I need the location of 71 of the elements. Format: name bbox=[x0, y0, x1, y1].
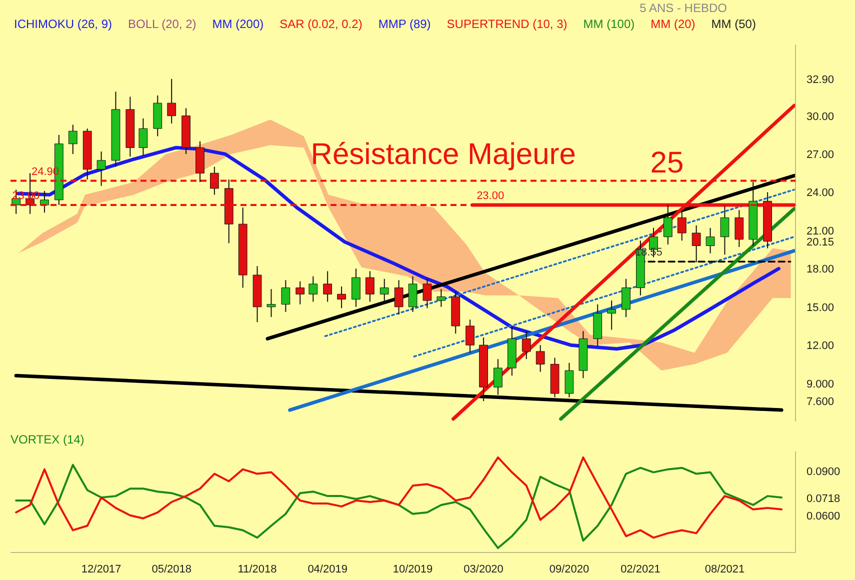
candlestick bbox=[323, 270, 332, 302]
candlestick bbox=[466, 319, 474, 354]
text: BOLL (20, 2) bbox=[128, 17, 196, 31]
candlestick bbox=[210, 166, 219, 196]
candlestick bbox=[40, 190, 49, 214]
candlestick bbox=[494, 358, 502, 396]
line-series bbox=[15, 464, 783, 550]
candlestick bbox=[436, 288, 446, 308]
candlestick bbox=[663, 204, 672, 245]
text: SAR (0.02, 0.2) bbox=[280, 17, 362, 31]
y-tick-label: 27.00 bbox=[806, 149, 834, 162]
x-tick-label: 05/2018 bbox=[152, 564, 192, 576]
annotation: Résistance Majeure bbox=[310, 138, 576, 171]
annotation: 23.00 bbox=[476, 190, 504, 202]
text: MM (100) bbox=[583, 17, 635, 31]
text: ICHIMOKU (26, 9) bbox=[14, 17, 112, 31]
text: 5 ANS - HEBDO bbox=[638, 0, 728, 16]
x-tick-label: 02/2021 bbox=[620, 564, 660, 576]
y-tick-label: 0.0600 bbox=[806, 510, 840, 522]
candlestick bbox=[138, 118, 148, 156]
candlestick bbox=[337, 286, 346, 309]
x-tick-label: 12/2017 bbox=[81, 564, 122, 576]
x-tick-label: 03/2020 bbox=[464, 564, 504, 576]
text: MM (50) bbox=[711, 17, 756, 31]
text: SUPERTREND (10, 3) bbox=[446, 17, 568, 31]
annotation: 25 bbox=[650, 146, 684, 180]
x-tick-label: 08/2021 bbox=[704, 564, 745, 576]
candlestick bbox=[536, 344, 545, 372]
candlestick bbox=[167, 78, 176, 124]
candlestick bbox=[366, 270, 374, 302]
candlestick bbox=[408, 276, 418, 312]
x-tick-label: 09/2020 bbox=[549, 564, 590, 576]
y-tick-label: 20.15 bbox=[806, 236, 834, 248]
candlestick bbox=[380, 278, 389, 304]
y-tick-label: 30.00 bbox=[806, 110, 834, 123]
candlestick bbox=[564, 362, 574, 398]
candlestick bbox=[281, 280, 290, 312]
candlestick bbox=[296, 280, 305, 305]
y-tick-label: 9.000 bbox=[806, 378, 834, 390]
x-tick-label: 04/2019 bbox=[308, 564, 348, 576]
y-tick-label: 7.600 bbox=[806, 396, 834, 408]
y-tick-label: 15.00 bbox=[806, 302, 834, 314]
candlestick bbox=[96, 150, 106, 186]
candlestick bbox=[308, 276, 318, 302]
candlestick bbox=[522, 330, 531, 360]
text: MMP (89) bbox=[378, 17, 431, 31]
y-tick-label: 18.00 bbox=[806, 264, 834, 276]
candlestick bbox=[352, 268, 360, 308]
candlestick bbox=[692, 224, 701, 263]
candlestick bbox=[607, 300, 616, 330]
candlestick bbox=[68, 124, 78, 155]
x-tick-label: 11/2018 bbox=[238, 564, 277, 576]
line-series bbox=[15, 456, 783, 539]
y-tick-label: 0.0900 bbox=[806, 466, 840, 478]
text: MM (20) bbox=[650, 17, 696, 31]
text: MM (200) bbox=[212, 17, 264, 31]
y-tick-label: 24.00 bbox=[806, 187, 834, 200]
candlestick bbox=[266, 288, 276, 318]
y-tick-label: 21.00 bbox=[806, 225, 834, 238]
x-tick-label: 10/2019 bbox=[392, 564, 433, 576]
y-tick-label: 0.0718 bbox=[806, 492, 840, 505]
candlestick bbox=[394, 280, 404, 316]
candlestick bbox=[677, 210, 686, 242]
y-tick-label: 12.00 bbox=[806, 340, 834, 352]
chart-title: VORTEX (14) bbox=[10, 432, 84, 446]
candlestick bbox=[720, 204, 730, 256]
candlestick bbox=[622, 278, 630, 318]
y-tick-label: 32.90 bbox=[806, 74, 834, 86]
candlestick bbox=[422, 278, 432, 309]
candlestick bbox=[706, 227, 715, 254]
candlestick bbox=[734, 210, 744, 248]
